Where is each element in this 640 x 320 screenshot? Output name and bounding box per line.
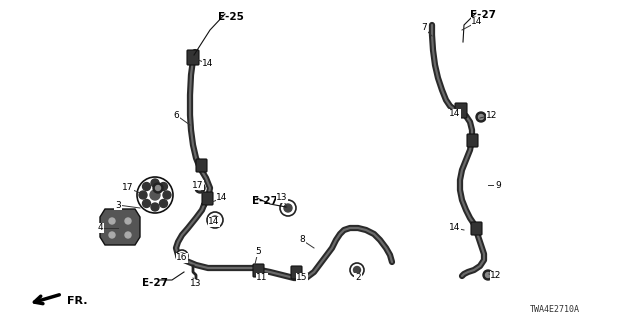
Circle shape	[151, 203, 159, 211]
Text: TWA4E2710A: TWA4E2710A	[530, 305, 580, 314]
FancyBboxPatch shape	[187, 50, 199, 65]
Text: 3: 3	[115, 201, 121, 210]
Circle shape	[483, 270, 493, 280]
Text: 6: 6	[173, 110, 179, 119]
Circle shape	[280, 200, 296, 216]
Text: 13: 13	[190, 279, 202, 289]
Circle shape	[143, 182, 150, 190]
Text: E-27: E-27	[470, 10, 496, 20]
FancyBboxPatch shape	[196, 159, 207, 172]
Circle shape	[150, 190, 160, 200]
Text: 14: 14	[449, 223, 461, 233]
Circle shape	[109, 218, 115, 224]
FancyBboxPatch shape	[202, 192, 213, 205]
FancyBboxPatch shape	[455, 103, 467, 118]
Text: 4: 4	[97, 223, 103, 233]
Text: E-27: E-27	[142, 278, 168, 288]
Circle shape	[353, 267, 360, 274]
Circle shape	[143, 199, 150, 207]
Circle shape	[476, 112, 486, 122]
Text: FR.: FR.	[67, 296, 88, 306]
Text: 12: 12	[486, 110, 498, 119]
Circle shape	[486, 273, 490, 277]
Circle shape	[479, 115, 483, 119]
Circle shape	[284, 204, 292, 212]
Circle shape	[125, 218, 131, 224]
Circle shape	[207, 212, 223, 228]
Text: E-25: E-25	[218, 12, 244, 22]
Circle shape	[176, 250, 188, 262]
Text: 14: 14	[208, 218, 220, 227]
Text: 9: 9	[495, 180, 501, 189]
Text: 17: 17	[122, 183, 134, 193]
Text: 15: 15	[296, 274, 308, 283]
Text: 13: 13	[276, 194, 288, 203]
Polygon shape	[100, 209, 140, 245]
Text: 12: 12	[490, 271, 502, 281]
Text: 14: 14	[202, 60, 214, 68]
Circle shape	[159, 199, 168, 207]
Circle shape	[151, 179, 159, 187]
Text: 14: 14	[471, 18, 483, 27]
Text: 14: 14	[449, 109, 461, 118]
Text: 11: 11	[256, 274, 268, 283]
Circle shape	[156, 186, 161, 190]
Circle shape	[153, 183, 163, 193]
Text: 8: 8	[299, 236, 305, 244]
FancyBboxPatch shape	[467, 134, 478, 147]
Circle shape	[350, 263, 364, 277]
Text: 7: 7	[421, 23, 427, 33]
FancyBboxPatch shape	[471, 222, 482, 235]
FancyBboxPatch shape	[291, 266, 302, 279]
Text: 16: 16	[176, 253, 188, 262]
Circle shape	[139, 191, 147, 199]
Circle shape	[109, 232, 115, 238]
Circle shape	[195, 183, 205, 193]
Text: 2: 2	[355, 274, 361, 283]
Circle shape	[179, 253, 185, 259]
Circle shape	[137, 177, 173, 213]
Text: 14: 14	[216, 194, 228, 203]
Circle shape	[211, 216, 219, 224]
FancyBboxPatch shape	[253, 264, 264, 277]
Text: E-27: E-27	[252, 196, 278, 206]
Circle shape	[159, 182, 168, 190]
Text: 17: 17	[192, 180, 204, 189]
Text: 5: 5	[255, 247, 261, 257]
Circle shape	[125, 232, 131, 238]
Circle shape	[163, 191, 171, 199]
Circle shape	[198, 186, 202, 190]
